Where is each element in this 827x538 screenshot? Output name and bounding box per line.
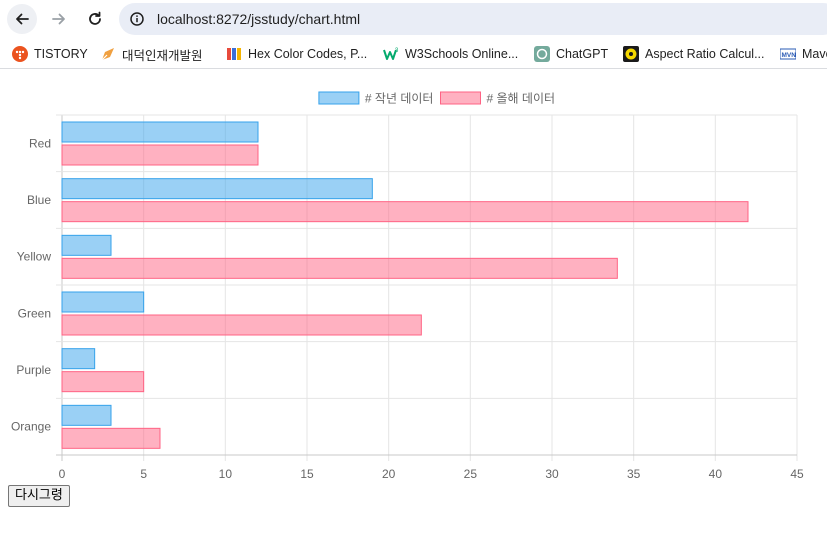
aspect-ratio-icon xyxy=(623,46,639,62)
y-axis-ticks: Red Blue Yellow Green Purple Orange xyxy=(11,136,51,433)
x-tick-label: 40 xyxy=(709,467,723,480)
x-tick-label: 45 xyxy=(790,467,804,480)
bookmark-tistory[interactable]: TISTORY xyxy=(12,40,88,68)
svg-text:MVN: MVN xyxy=(782,52,797,59)
chart-bars xyxy=(61,121,749,449)
bar xyxy=(61,291,145,313)
back-button[interactable] xyxy=(7,4,37,34)
redraw-button[interactable]: 다시그령 xyxy=(8,485,70,507)
y-tick-label: Yellow xyxy=(17,250,52,264)
bar xyxy=(61,404,112,426)
legend-label: # 올해 데이터 xyxy=(487,92,556,106)
chatgpt-icon xyxy=(534,46,550,62)
bookmark-label: Hex Color Codes, P... xyxy=(248,47,368,61)
arrow-left-icon xyxy=(16,13,29,25)
bar xyxy=(61,314,422,336)
bookmarks-bar: TISTORY 대덕인재개발원 Hex Color Codes, P... 3 … xyxy=(0,40,827,69)
bar xyxy=(61,121,259,143)
bookmark-label: TISTORY xyxy=(34,47,88,61)
x-tick-label: 25 xyxy=(464,467,478,480)
forward-button[interactable] xyxy=(44,4,74,34)
x-tick-label: 30 xyxy=(545,467,559,480)
bookmark-label: W3Schools Online... xyxy=(405,47,519,61)
chart-legend: # 작년 데이터 # 올해 데이터 xyxy=(318,91,556,106)
legend-swatch xyxy=(440,91,481,105)
reload-icon xyxy=(89,11,101,25)
bar xyxy=(61,371,145,393)
y-tick-label: Purple xyxy=(16,363,51,377)
bar-chart: # 작년 데이터 # 올해 데이터 Red Blue Yellow Green Purpl… xyxy=(11,91,804,480)
maven-icon: MVN xyxy=(780,48,797,60)
book-icon xyxy=(227,48,241,60)
bookmark-w3schools[interactable]: 3 W3Schools Online... xyxy=(383,40,518,68)
bookmark-label: ChatGPT xyxy=(556,47,609,61)
x-axis-ticks: 0 5 10 15 20 25 30 35 40 45 xyxy=(59,467,804,480)
bar xyxy=(61,144,259,166)
w3schools-icon: 3 xyxy=(383,48,399,60)
bookmark-label: Aspect Ratio Calcul... xyxy=(645,47,765,61)
bar xyxy=(61,234,112,256)
browser-toolbar: localhost:8272/jsstudy/chart.html xyxy=(0,0,827,38)
chart-grid xyxy=(56,114,798,461)
bookmark-chatgpt[interactable]: ChatGPT xyxy=(534,40,608,68)
site-info-icon[interactable] xyxy=(130,12,144,26)
x-tick-label: 10 xyxy=(219,467,233,480)
x-tick-label: 20 xyxy=(382,467,396,480)
bar xyxy=(61,201,749,223)
url-text[interactable]: localhost:8272/jsstudy/chart.html xyxy=(157,11,361,27)
bookmark-label: 대덕인재개발원 xyxy=(122,48,203,63)
bar xyxy=(61,427,161,449)
x-tick-label: 35 xyxy=(627,467,641,480)
reload-button[interactable] xyxy=(80,4,110,34)
bar xyxy=(61,178,373,200)
bookmark-label: Mave xyxy=(802,47,827,61)
y-tick-label: Orange xyxy=(11,420,51,434)
y-tick-label: Green xyxy=(18,306,51,320)
x-tick-label: 0 xyxy=(59,467,66,480)
legend-label: # 작년 데이터 xyxy=(365,92,434,106)
svg-text:3: 3 xyxy=(395,48,399,54)
bookmark-hex-color[interactable]: Hex Color Codes, P... xyxy=(226,40,367,68)
bookmark-maven[interactable]: MVN Mave xyxy=(780,40,827,68)
y-tick-label: Red xyxy=(29,136,51,150)
x-tick-label: 15 xyxy=(300,467,314,480)
x-tick-label: 5 xyxy=(140,467,147,480)
tistory-icon xyxy=(12,46,28,62)
arrow-right-icon xyxy=(52,13,65,25)
y-tick-label: Blue xyxy=(27,193,51,207)
bookmark-aspect-ratio[interactable]: Aspect Ratio Calcul... xyxy=(623,40,765,68)
bar xyxy=(61,348,96,370)
bar xyxy=(61,257,618,279)
address-bar[interactable]: localhost:8272/jsstudy/chart.html xyxy=(119,3,827,35)
legend-swatch xyxy=(318,91,360,105)
pen-icon xyxy=(101,48,114,61)
bookmark-daedeok[interactable]: 대덕인재개발원 xyxy=(100,40,203,68)
